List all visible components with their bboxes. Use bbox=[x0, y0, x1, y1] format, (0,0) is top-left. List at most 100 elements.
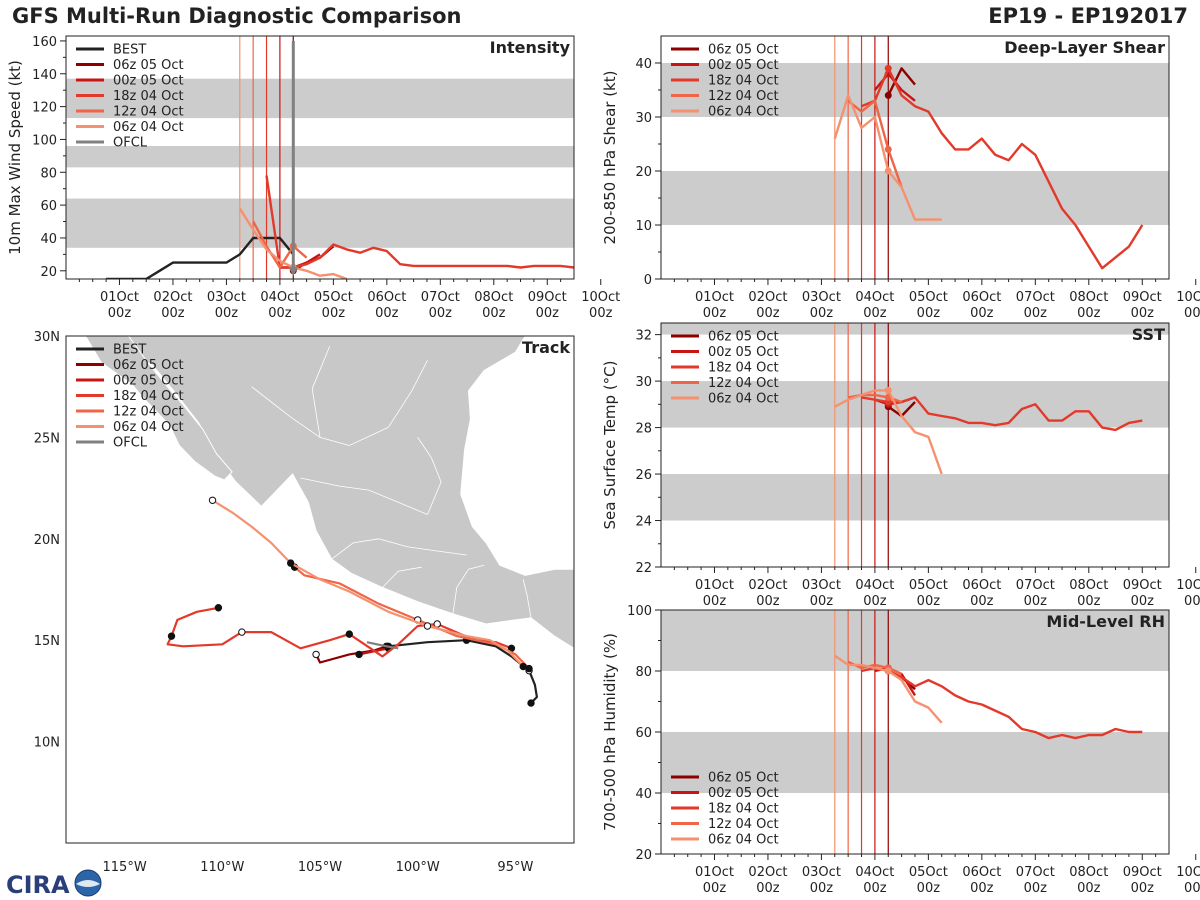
x-tick-hour: 00z bbox=[1131, 306, 1155, 321]
x-tick-label: 09Oct bbox=[1123, 578, 1162, 593]
x-tick-label: 03Oct bbox=[207, 290, 246, 305]
shade-band-0 bbox=[661, 474, 1169, 521]
track-point-best bbox=[527, 699, 535, 707]
legend-label-06z-05-oct: 06z 05 Oct bbox=[113, 58, 184, 73]
x-tick-label: 06Oct bbox=[962, 865, 1001, 880]
point-18z-04-oct bbox=[884, 64, 892, 72]
x-tick-hour: 00z bbox=[215, 306, 239, 321]
y-axis-label: 700-500 hPa Humidity (%) bbox=[601, 633, 619, 831]
y-tick-label: 80 bbox=[635, 665, 652, 680]
shade-band-1 bbox=[661, 610, 1169, 671]
track-point-18z-04-oct bbox=[238, 628, 246, 636]
page-title: GFS Multi-Run Diagnostic Comparison bbox=[12, 4, 462, 28]
legend-label-12z-04-oct: 12z 04 Oct bbox=[708, 817, 779, 832]
state-border-4 bbox=[522, 579, 532, 618]
legend-label-00z-05-oct: 00z 05 Oct bbox=[113, 374, 184, 389]
x-tick-hour: 00z bbox=[1024, 881, 1048, 896]
panel-rh: 01Oct00z02Oct00z03Oct00z04Oct00z05Oct00z… bbox=[601, 604, 1200, 896]
y-axis-label: Sea Surface Temp (°C) bbox=[601, 360, 619, 529]
track-point-06z-04-oct bbox=[208, 496, 217, 504]
lon-tick-label: 110°W bbox=[200, 860, 244, 875]
x-tick-label: 10Oct bbox=[581, 290, 620, 305]
x-tick-hour: 00z bbox=[703, 306, 727, 321]
x-tick-label: 08Oct bbox=[474, 290, 513, 305]
y-tick-label: 20 bbox=[40, 265, 57, 280]
x-tick-hour: 00z bbox=[810, 306, 834, 321]
legend-label-18z-04-oct: 18z 04 Oct bbox=[113, 389, 184, 404]
x-tick-hour: 00z bbox=[1184, 306, 1200, 321]
legend-label-06z-04-oct: 06z 04 Oct bbox=[113, 120, 184, 135]
point-06z-05-oct bbox=[884, 91, 892, 99]
panel-title: Mid-Level RH bbox=[1046, 612, 1165, 631]
x-tick-hour: 00z bbox=[703, 594, 727, 609]
x-tick-hour: 00z bbox=[970, 594, 994, 609]
x-tick-hour: 00z bbox=[589, 306, 613, 321]
x-tick-label: 10Oct bbox=[1176, 578, 1200, 593]
x-tick-label: 05Oct bbox=[909, 290, 948, 305]
x-tick-label: 04Oct bbox=[855, 290, 894, 305]
y-tick-label: 140 bbox=[32, 68, 57, 83]
track-point-06z-05-oct bbox=[312, 650, 320, 659]
x-axis: 01Oct00z02Oct00z03Oct00z04Oct00z05Oct00z… bbox=[78, 279, 620, 321]
legend-label-ofcl: OFCL bbox=[113, 136, 148, 151]
y-tick-label: 20 bbox=[635, 848, 652, 863]
legend-label-06z-04-oct: 06z 04 Oct bbox=[708, 105, 779, 120]
x-tick-hour: 00z bbox=[756, 881, 780, 896]
series-18z-04-oct bbox=[265, 175, 574, 269]
panel-title: Intensity bbox=[490, 38, 571, 57]
legend-label-06z-04-oct: 06z 04 Oct bbox=[708, 833, 779, 848]
legend-label-06z-04-oct: 06z 04 Oct bbox=[708, 392, 779, 407]
x-tick-label: 06Oct bbox=[367, 290, 406, 305]
x-tick-label: 05Oct bbox=[909, 578, 948, 593]
x-tick-hour: 00z bbox=[536, 306, 560, 321]
x-tick-label: 04Oct bbox=[855, 578, 894, 593]
legend-label-06z-04-oct: 06z 04 Oct bbox=[113, 420, 184, 435]
plot-area bbox=[661, 36, 1169, 279]
y-tick-label: 100 bbox=[32, 133, 57, 148]
x-axis: 01Oct00z02Oct00z03Oct00z04Oct00z05Oct00z… bbox=[673, 567, 1200, 609]
y-tick-label: 28 bbox=[635, 422, 652, 437]
legend-label-06z-05-oct: 06z 05 Oct bbox=[113, 358, 184, 373]
y-tick-label: 160 bbox=[32, 35, 57, 50]
y-tick-label: 120 bbox=[32, 101, 57, 116]
shade-band-0 bbox=[66, 198, 574, 248]
storm-id-title: EP19 - EP192017 bbox=[988, 4, 1188, 28]
y-axis: 20 40 60 80 100 bbox=[627, 604, 661, 863]
track-06z-05-oct bbox=[315, 645, 387, 664]
legend-label-12z-04-oct: 12z 04 Oct bbox=[113, 105, 184, 120]
series-18z-04-oct bbox=[861, 396, 1143, 432]
y-tick-label: 40 bbox=[635, 57, 652, 72]
x-tick-hour: 00z bbox=[1184, 881, 1200, 896]
legend-label-best: BEST bbox=[113, 343, 146, 358]
x-tick-hour: 00z bbox=[917, 306, 941, 321]
series-18z-04-oct bbox=[861, 666, 1143, 740]
lon-tick-label: 105°W bbox=[298, 860, 342, 875]
x-tick-label: 08Oct bbox=[1069, 290, 1108, 305]
x-tick-hour: 00z bbox=[810, 881, 834, 896]
legend-label-06z-05-oct: 06z 05 Oct bbox=[708, 771, 779, 786]
x-tick-label: 04Oct bbox=[855, 865, 894, 880]
y-tick-label: 80 bbox=[40, 166, 57, 181]
x-tick-hour: 00z bbox=[1077, 594, 1101, 609]
x-tick-label: 02Oct bbox=[748, 865, 787, 880]
state-border-8 bbox=[417, 437, 442, 515]
legend-label-12z-04-oct: 12z 04 Oct bbox=[113, 405, 184, 420]
y-tick-label: 32 bbox=[635, 329, 652, 344]
track-ofcl bbox=[366, 641, 399, 650]
track-point-18z-04-oct bbox=[345, 630, 354, 638]
x-tick-label: 05Oct bbox=[909, 865, 948, 880]
lat-tick-label: 10N bbox=[34, 736, 60, 751]
track-06z-04-oct bbox=[211, 499, 524, 668]
x-tick-hour: 00z bbox=[1077, 881, 1101, 896]
x-tick-label: 07Oct bbox=[1016, 865, 1055, 880]
point-12z-04-oct bbox=[884, 145, 892, 153]
y-tick-label: 30 bbox=[635, 375, 652, 390]
x-tick-label: 03Oct bbox=[802, 865, 841, 880]
panel-track: 115°W 110°W 105°W 100°W 95°W 10N 15N 20N 25N 30N T… bbox=[34, 330, 575, 875]
y-tick-label: 26 bbox=[635, 468, 652, 483]
panel-sst: 01Oct00z02Oct00z03Oct00z04Oct00z05Oct00z… bbox=[601, 322, 1200, 609]
